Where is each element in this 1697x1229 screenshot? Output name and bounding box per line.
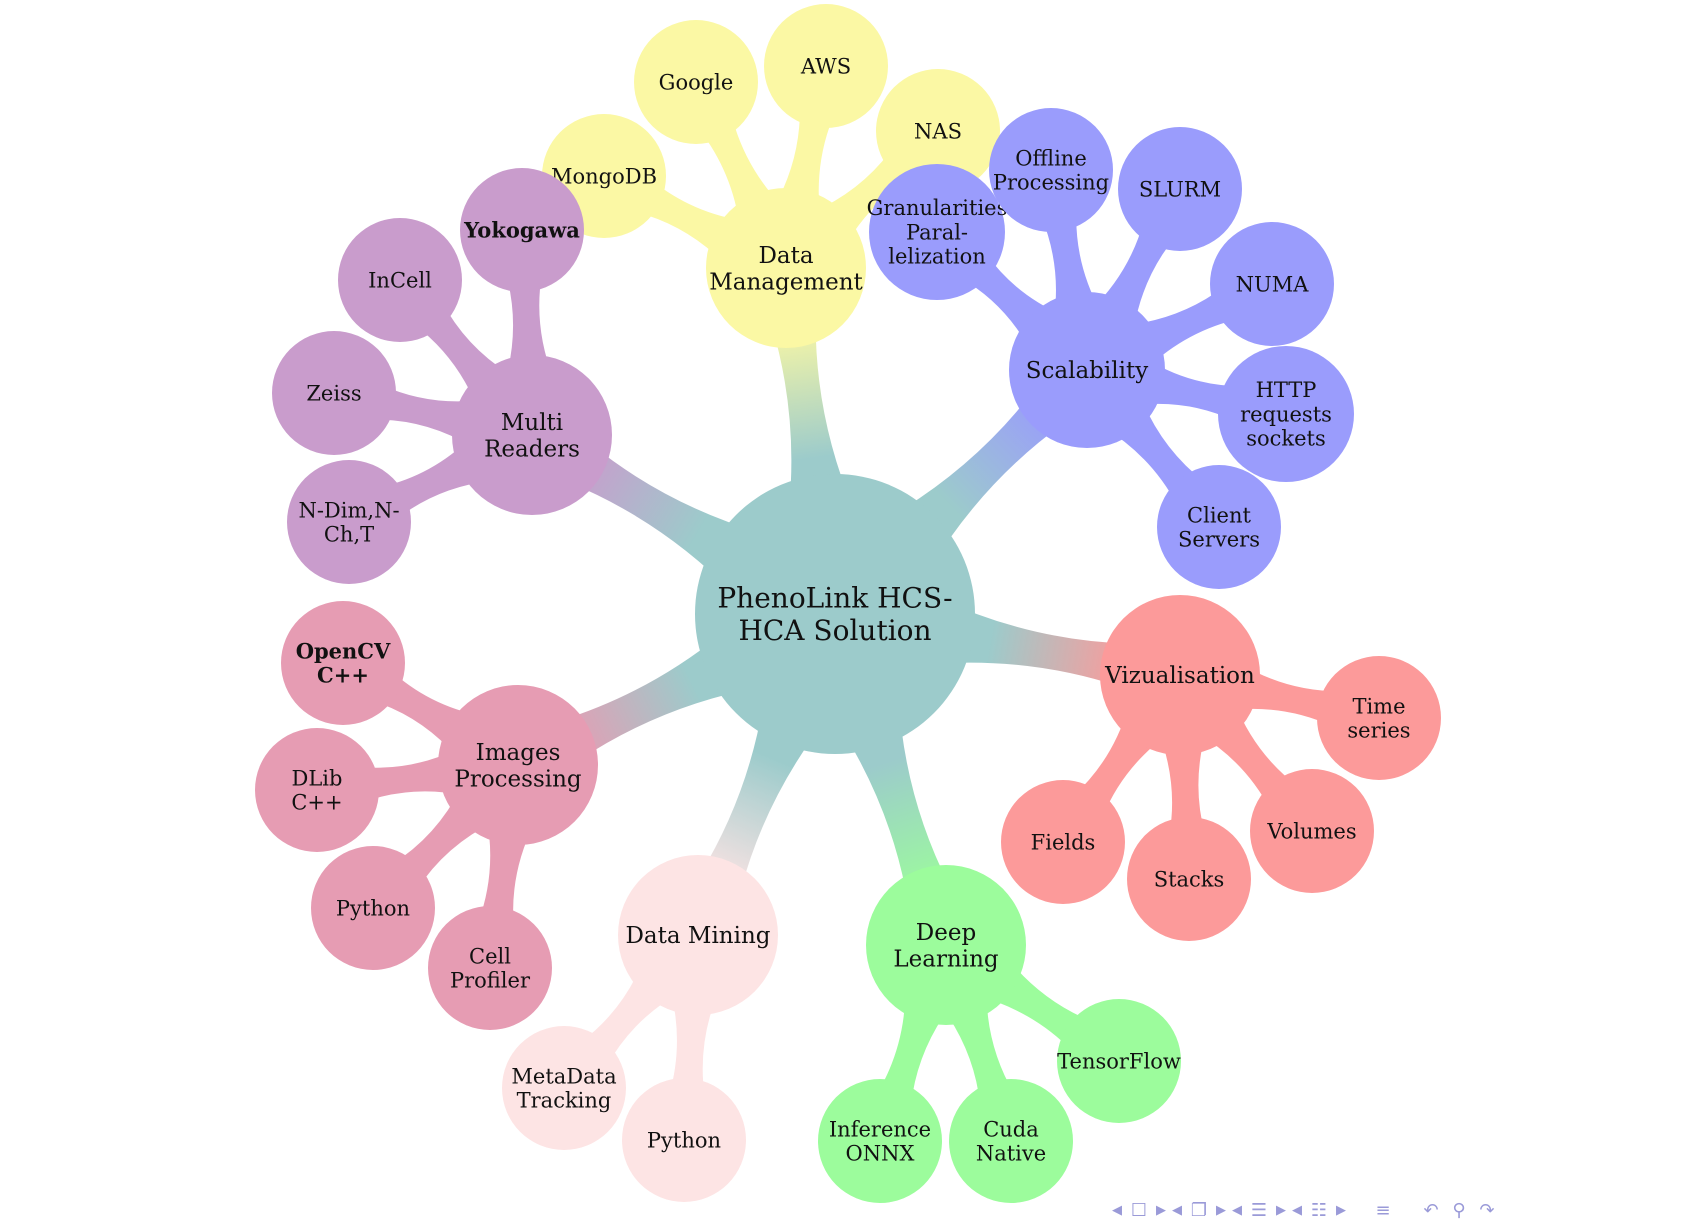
leaf-node-label-dlib: DLib C++	[291, 766, 342, 814]
leaf-node-inference-onnx	[818, 1079, 942, 1203]
section-icon[interactable]: ☰	[1250, 1199, 1268, 1221]
branch-node-scalability	[1009, 292, 1165, 448]
leaf-node-slurm	[1118, 127, 1242, 251]
nav-left-arrow-icon[interactable]: ◀	[1112, 1202, 1122, 1218]
outline-icon[interactable]: ≡	[1375, 1199, 1391, 1221]
frame-icon[interactable]: ☐	[1130, 1199, 1148, 1221]
connector-root-data-management	[772, 320, 855, 522]
branch-node-label-scalability: Scalability	[1026, 358, 1148, 384]
leaf-node-label-mongodb: MongoDB	[551, 164, 657, 188]
leaf-node-zeiss	[272, 331, 396, 455]
nav-right-arrow-icon[interactable]: ▶	[1156, 1202, 1166, 1218]
leaf-node-volumes	[1250, 769, 1374, 893]
leaf-node-label-aws: AWS	[800, 54, 851, 78]
leaf-node-stacks	[1127, 817, 1251, 941]
leaf-node-google	[634, 20, 758, 144]
leaf-node-nas	[876, 69, 1000, 193]
leaf-node-label-inference-onnx: Inference ONNX	[829, 1117, 931, 1165]
leaf-node-label-http-requests: HTTP requests sockets	[1240, 378, 1332, 450]
leaf-node-incell	[338, 218, 462, 342]
connector-stacks	[1158, 729, 1207, 837]
nav-left-arrow-icon[interactable]: ◀	[1292, 1202, 1302, 1218]
branch-node-label-deep-learning: Deep Learning	[893, 920, 999, 972]
leaf-node-http-requests	[1218, 346, 1354, 482]
root-node-label: PhenoLink HCS-HCA Solution	[717, 582, 952, 647]
nav-right-arrow-icon[interactable]: ▶	[1216, 1202, 1226, 1218]
leaf-node-time-series	[1317, 656, 1441, 780]
leaf-node-label-yokogawa: Yokogawa	[463, 217, 580, 242]
root-node	[695, 474, 975, 754]
nav-right-arrow-icon[interactable]: ▶	[1276, 1202, 1286, 1218]
leaf-node-aws	[764, 4, 888, 128]
leaf-node-cell-profiler	[428, 906, 552, 1030]
leaf-node-label-stacks: Stacks	[1154, 867, 1225, 891]
branch-node-multi-readers	[452, 355, 612, 515]
branch-node-label-images-processing: Images Processing	[454, 740, 582, 792]
connector-python-dm	[668, 989, 719, 1098]
leaf-node-label-python-dm: Python	[647, 1128, 721, 1152]
leaf-node-label-google: Google	[659, 70, 734, 94]
leaf-node-label-tensorflow: TensorFlow	[1057, 1049, 1181, 1073]
nav-right-arrow-icon[interactable]: ▶	[1336, 1202, 1346, 1218]
leaf-node-tensorflow	[1057, 999, 1181, 1123]
leaf-node-fields	[1001, 780, 1125, 904]
beamer-navigation-bar: ◀ ☐ ▶ ◀ ❐ ▶ ◀ ☰ ▶ ◀ ☷ ▶ ≡ ↶ ⚲ ↷	[1110, 1196, 1670, 1224]
leaf-node-granularities	[869, 164, 1005, 300]
leaf-node-label-cell-profiler: Cell Profiler	[450, 944, 531, 992]
leaf-node-label-numa: NUMA	[1236, 272, 1310, 296]
leaf-node-offline-processing	[989, 108, 1113, 232]
leaf-node-python-dm	[622, 1078, 746, 1202]
branch-node-label-data-management: Data Management	[709, 243, 863, 295]
back-icon[interactable]: ↶	[1423, 1199, 1439, 1221]
leaf-node-label-granularities: Granularities Paral-lelization	[867, 196, 1008, 268]
leaf-node-cuda-native	[949, 1079, 1073, 1203]
leaf-node-label-incell: InCell	[368, 268, 432, 292]
branch-node-deep-learning	[866, 865, 1026, 1025]
leaf-node-label-ndim: N-Dim,N-Ch,T	[298, 498, 399, 546]
forward-icon[interactable]: ↷	[1479, 1199, 1495, 1221]
leaf-node-opencv	[281, 601, 405, 725]
leaf-node-label-fields: Fields	[1031, 830, 1096, 854]
leaf-node-label-slurm: SLURM	[1139, 177, 1221, 201]
nav-left-arrow-icon[interactable]: ◀	[1232, 1202, 1242, 1218]
leaf-node-label-client-servers: Client Servers	[1178, 503, 1260, 551]
connector-root-vizualisation	[925, 597, 1129, 687]
leaf-node-label-volumes: Volumes	[1266, 819, 1356, 843]
branch-node-data-mining	[618, 855, 778, 1015]
leaf-node-metadata-tracking	[502, 1026, 626, 1150]
leaf-node-label-zeiss: Zeiss	[306, 381, 361, 405]
leaf-node-label-time-series: Time series	[1347, 694, 1410, 742]
leaf-node-client-servers	[1157, 465, 1281, 589]
branch-node-data-management	[706, 188, 866, 348]
branch-node-label-multi-readers: Multi Readers	[484, 410, 580, 462]
search-icon[interactable]: ⚲	[1452, 1199, 1466, 1221]
branch-node-label-vizualisation: Vizualisation	[1104, 663, 1255, 689]
leaf-node-ndim	[287, 460, 411, 584]
leaf-node-numa	[1210, 222, 1334, 346]
leaf-node-label-metadata-tracking: MetaData Tracking	[511, 1064, 616, 1112]
leaf-node-label-python-ip: Python	[336, 896, 410, 920]
leaf-node-python-ip	[311, 846, 435, 970]
nav-left-arrow-icon[interactable]: ◀	[1172, 1202, 1182, 1218]
leaf-node-yokogawa	[460, 168, 584, 292]
slide-icon[interactable]: ☷	[1310, 1199, 1328, 1221]
subsection-icon[interactable]: ❐	[1190, 1199, 1208, 1221]
leaf-node-label-nas: NAS	[914, 119, 962, 143]
leaf-node-label-opencv: OpenCV C++	[296, 638, 391, 687]
branch-node-label-data-mining: Data Mining	[625, 923, 770, 949]
leaf-node-label-offline-processing: Offline Processing	[993, 146, 1109, 194]
branch-node-vizualisation	[1100, 595, 1260, 755]
branch-node-images-processing	[438, 685, 598, 845]
leaf-node-label-cuda-native: Cuda Native	[976, 1117, 1046, 1165]
leaf-node-dlib	[255, 728, 379, 852]
connector-yokogawa	[505, 272, 554, 381]
